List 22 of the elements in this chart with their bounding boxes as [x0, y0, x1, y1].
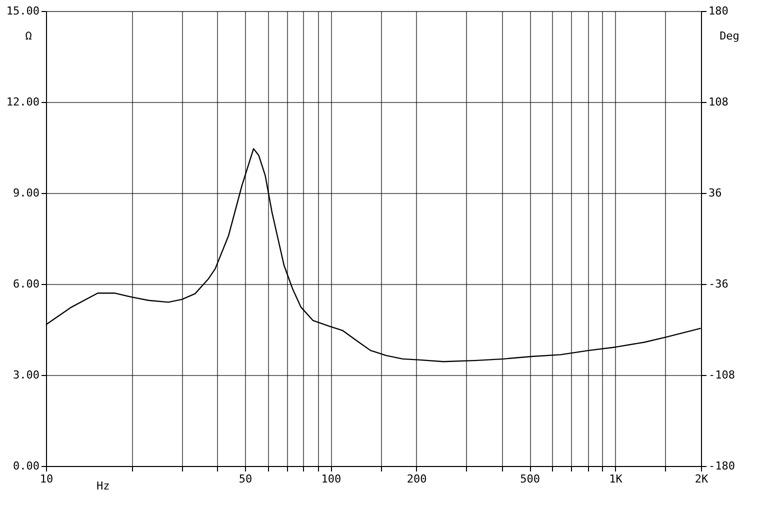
x-tick-label: 2K — [694, 472, 708, 486]
y-tick-label: 9.00 — [13, 186, 40, 200]
x-tick-label: 50 — [238, 472, 252, 486]
y-tick-label: 15.00 — [6, 4, 40, 18]
y2-tick-label: 36 — [708, 186, 722, 200]
y-tick-label: 3.00 — [13, 368, 40, 382]
x-tick-label: 1K — [609, 472, 623, 486]
x-axis-title: Hz — [96, 480, 110, 492]
y-tick-label: 6.00 — [13, 278, 40, 290]
y2-tick-label: 180 — [708, 4, 728, 18]
y2-tick-label: -180 — [708, 460, 735, 472]
x-tick-label: 200 — [406, 472, 427, 486]
x-tick-label: 10 — [40, 472, 54, 486]
y2-axis-title: Deg — [720, 30, 740, 42]
x-tick-label: 100 — [321, 472, 342, 486]
y2-tick-label: -108 — [708, 368, 735, 382]
y2-tick-label: 108 — [708, 96, 728, 108]
y-tick-label: 12.00 — [6, 96, 40, 108]
x-tick-label: 500 — [520, 472, 540, 486]
y-tick-label: 0.00 — [13, 460, 40, 472]
y-axis-title: Ω — [25, 30, 32, 42]
y2-tick-label: -36 — [708, 278, 728, 290]
